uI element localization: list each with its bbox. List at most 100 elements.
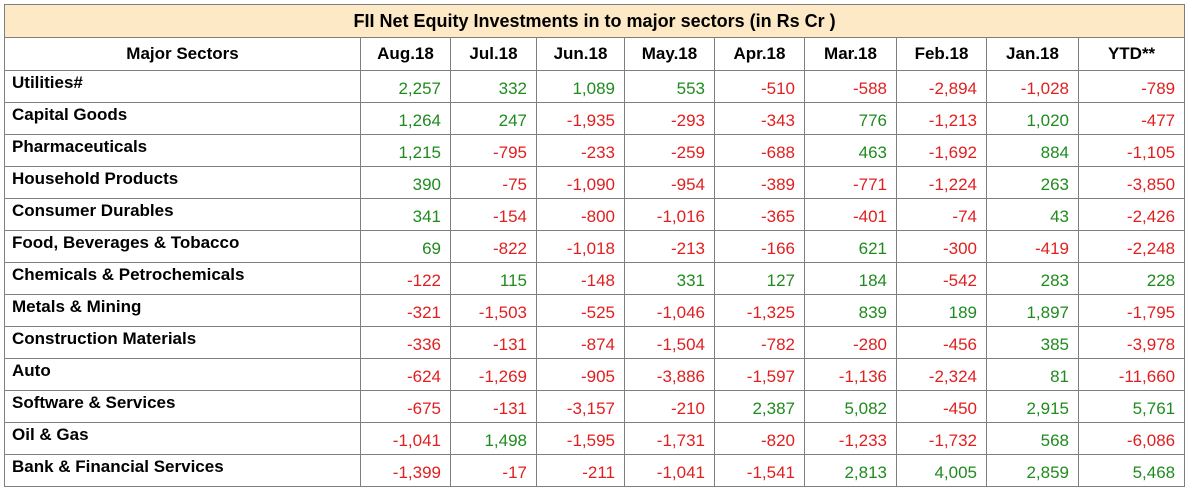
- value-cell: -477: [1077, 102, 1186, 135]
- value-cell: -1,090: [536, 166, 625, 199]
- table-row: Metals & Mining -321 -1,503 -525 -1,046 -1,32…: [4, 294, 1186, 327]
- value-cell: 1,089: [536, 70, 625, 103]
- value-cell: 247: [450, 102, 537, 135]
- fii-sector-table: FII Net Equity Investments in to major s…: [3, 4, 1186, 487]
- value-cell: -450: [896, 390, 987, 423]
- value-cell: -1,224: [896, 166, 987, 199]
- value-cell: -343: [714, 102, 805, 135]
- column-header: Jan.18: [986, 37, 1079, 71]
- sector-label: Metals & Mining: [4, 294, 361, 327]
- value-cell: -401: [804, 198, 897, 231]
- value-cell: -1,541: [714, 454, 805, 487]
- table-row: Capital Goods 1,264 247 -1,935 -293 -343 776 -1…: [4, 102, 1186, 135]
- column-header: May.18: [624, 37, 715, 71]
- value-cell: -1,213: [896, 102, 987, 135]
- value-cell: 127: [714, 262, 805, 295]
- value-cell: -321: [360, 294, 451, 327]
- sector-label: Food, Beverages & Tobacco: [4, 230, 361, 263]
- value-cell: -166: [714, 230, 805, 263]
- value-cell: -17: [450, 454, 537, 487]
- value-cell: -1,233: [804, 422, 897, 455]
- sector-label: Consumer Durables: [4, 198, 361, 231]
- row-header-label: Major Sectors: [4, 37, 361, 71]
- value-cell: 2,257: [360, 70, 451, 103]
- sector-label: Household Products: [4, 166, 361, 199]
- value-cell: 568: [986, 422, 1079, 455]
- value-cell: 1,020: [986, 102, 1079, 135]
- value-cell: -1,503: [450, 294, 537, 327]
- value-cell: -782: [714, 326, 805, 359]
- value-cell: -1,018: [536, 230, 625, 263]
- value-cell: -820: [714, 422, 805, 455]
- value-cell: -293: [624, 102, 715, 135]
- value-cell: 390: [360, 166, 451, 199]
- table-row: Auto -624 -1,269 -905 -3,886 -1,597 -1,136 -2,3…: [4, 358, 1186, 391]
- value-cell: 332: [450, 70, 537, 103]
- column-header: Jul.18: [450, 37, 537, 71]
- value-cell: 228: [1077, 262, 1186, 295]
- column-header: Feb.18: [896, 37, 987, 71]
- header-row: Major Sectors Aug.18 Jul.18 Jun.18 May.18 Ap…: [4, 37, 1186, 71]
- value-cell: -3,886: [624, 358, 715, 391]
- sector-label: Utilities#: [4, 70, 361, 103]
- value-cell: -3,157: [536, 390, 625, 423]
- value-cell: -1,935: [536, 102, 625, 135]
- value-cell: -6,086: [1077, 422, 1186, 455]
- sector-label: Bank & Financial Services: [4, 454, 361, 487]
- value-cell: -822: [450, 230, 537, 263]
- value-cell: -154: [450, 198, 537, 231]
- value-cell: 341: [360, 198, 451, 231]
- table-row: Software & Services -675 -131 -3,157 -210 2,3…: [4, 390, 1186, 423]
- column-header: Jun.18: [536, 37, 625, 71]
- value-cell: 385: [986, 326, 1079, 359]
- title-row: FII Net Equity Investments in to major s…: [3, 4, 1186, 38]
- value-cell: -1,046: [624, 294, 715, 327]
- table-row: Bank & Financial Services -1,399 -17 -211 -1…: [4, 454, 1186, 487]
- value-cell: -1,016: [624, 198, 715, 231]
- value-cell: -419: [986, 230, 1079, 263]
- value-cell: -148: [536, 262, 625, 295]
- sector-label: Construction Materials: [4, 326, 361, 359]
- value-cell: -365: [714, 198, 805, 231]
- value-cell: 1,215: [360, 134, 451, 167]
- value-cell: -233: [536, 134, 625, 167]
- value-cell: 463: [804, 134, 897, 167]
- value-cell: -1,028: [986, 70, 1079, 103]
- value-cell: 776: [804, 102, 897, 135]
- value-cell: 5,082: [804, 390, 897, 423]
- value-cell: 43: [986, 198, 1079, 231]
- table-row: Household Products 390 -75 -1,090 -954 -389 -7…: [4, 166, 1186, 199]
- column-header: Aug.18: [360, 37, 451, 71]
- value-cell: -389: [714, 166, 805, 199]
- value-cell: -300: [896, 230, 987, 263]
- value-cell: 2,915: [986, 390, 1079, 423]
- sector-label: Pharmaceuticals: [4, 134, 361, 167]
- value-cell: -1,041: [360, 422, 451, 455]
- value-cell: -1,325: [714, 294, 805, 327]
- value-cell: 884: [986, 134, 1079, 167]
- table-row: Chemicals & Petrochemicals -122 115 -148 331…: [4, 262, 1186, 295]
- value-cell: 115: [450, 262, 537, 295]
- value-cell: -1,795: [1077, 294, 1186, 327]
- value-cell: -11,660: [1077, 358, 1186, 391]
- column-header: Apr.18: [714, 37, 805, 71]
- value-cell: 2,813: [804, 454, 897, 487]
- value-cell: -131: [450, 390, 537, 423]
- value-cell: -259: [624, 134, 715, 167]
- fii-table-container: FII Net Equity Investments in to major s…: [3, 4, 1186, 487]
- value-cell: -1,595: [536, 422, 625, 455]
- value-cell: -789: [1077, 70, 1186, 103]
- sector-label: Auto: [4, 358, 361, 391]
- value-cell: 184: [804, 262, 897, 295]
- table-title: FII Net Equity Investments in to major s…: [3, 4, 1186, 38]
- value-cell: -2,426: [1077, 198, 1186, 231]
- value-cell: -1,504: [624, 326, 715, 359]
- value-cell: -1,105: [1077, 134, 1186, 167]
- sector-label: Oil & Gas: [4, 422, 361, 455]
- value-cell: 69: [360, 230, 451, 263]
- value-cell: -1,597: [714, 358, 805, 391]
- table-row: Food, Beverages & Tobacco 69 -822 -1,018 -21…: [4, 230, 1186, 263]
- value-cell: -336: [360, 326, 451, 359]
- value-cell: -2,248: [1077, 230, 1186, 263]
- value-cell: -542: [896, 262, 987, 295]
